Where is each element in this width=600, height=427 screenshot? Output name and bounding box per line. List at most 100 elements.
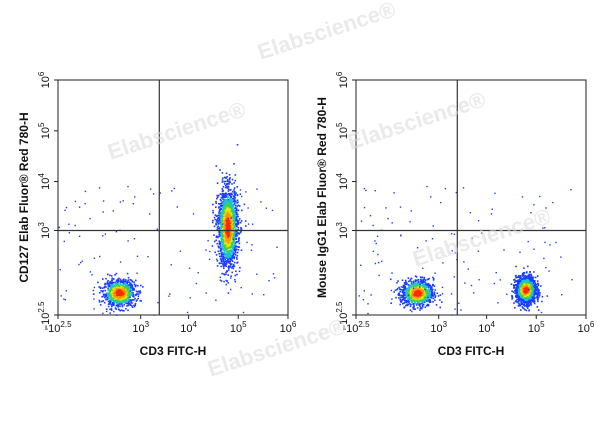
event-dot <box>433 285 436 287</box>
event-dot <box>233 195 235 197</box>
event-dot <box>227 201 230 204</box>
event-dot <box>220 260 223 262</box>
event-dot <box>228 232 230 234</box>
event-dot <box>230 275 232 277</box>
event-dot <box>219 216 222 219</box>
event-dot <box>233 256 235 259</box>
event-dot <box>419 300 422 303</box>
event-dot <box>400 301 403 303</box>
event-dot <box>217 236 220 238</box>
event-dot <box>129 291 131 293</box>
event-dot <box>215 236 218 238</box>
plot-frame <box>57 79 289 316</box>
event-dot <box>218 231 221 234</box>
event-dot <box>418 298 420 301</box>
event-dot <box>120 280 122 282</box>
event-dot <box>156 228 158 230</box>
event-dot <box>222 238 224 241</box>
event-dot <box>536 292 539 294</box>
event-dot <box>222 235 224 237</box>
event-dot <box>229 265 232 268</box>
event-dot <box>219 276 221 278</box>
event-dot <box>229 262 231 265</box>
event-dot <box>518 289 521 292</box>
event-dot <box>432 294 435 297</box>
event-dot <box>236 254 239 257</box>
event-dot <box>406 303 408 305</box>
event-dot <box>434 299 436 302</box>
event-dot <box>537 284 540 287</box>
event-dot <box>220 214 222 216</box>
event-dot <box>225 249 228 252</box>
event-dot <box>229 232 232 235</box>
event-dot <box>419 303 422 305</box>
event-dot <box>232 229 234 231</box>
event-dot <box>219 229 221 231</box>
event-dot <box>227 257 229 260</box>
event-dot <box>133 288 135 290</box>
event-dot <box>232 209 234 212</box>
event-dot <box>402 296 404 299</box>
event-dot <box>59 269 61 271</box>
event-dot <box>435 304 438 306</box>
event-dot <box>125 290 127 293</box>
event-dot <box>427 298 429 301</box>
event-dot <box>138 291 141 293</box>
event-dot <box>227 219 229 221</box>
event-dot <box>224 215 226 217</box>
event-dot <box>121 289 123 291</box>
event-dot <box>197 272 199 274</box>
event-dot <box>134 297 136 300</box>
event-dot <box>251 244 253 246</box>
event-dot <box>417 296 419 298</box>
event-dot <box>117 297 120 300</box>
x-axis-label: CD3 FITC-H <box>140 344 207 358</box>
event-dot <box>222 189 224 192</box>
event-dot <box>416 285 419 287</box>
event-dot <box>403 282 406 284</box>
event-dot <box>112 290 114 292</box>
event-dot <box>237 215 239 218</box>
event-dot <box>121 291 123 293</box>
event-dot <box>113 295 115 297</box>
event-dot <box>412 280 415 283</box>
event-dot <box>537 300 539 303</box>
event-dot <box>420 297 423 299</box>
event-dot <box>414 283 417 286</box>
event-dot <box>226 251 229 253</box>
event-dot <box>127 185 129 188</box>
event-dot <box>111 291 114 293</box>
event-dot <box>110 297 113 300</box>
event-dot <box>240 220 243 222</box>
event-dot <box>413 298 415 301</box>
event-dot <box>229 260 231 262</box>
event-dot <box>107 279 109 282</box>
event-dot <box>225 234 227 237</box>
event-dot <box>232 254 234 257</box>
event-dot <box>416 307 419 309</box>
event-dot <box>104 233 107 235</box>
event-dot <box>114 300 116 303</box>
event-dot <box>64 299 67 301</box>
event-dot <box>134 302 137 305</box>
event-dot <box>215 215 218 217</box>
event-dot <box>228 181 231 183</box>
event-dot <box>124 284 127 287</box>
event-dot <box>533 283 536 286</box>
event-dot <box>410 285 412 287</box>
event-dot <box>215 221 218 223</box>
event-dot <box>219 226 221 229</box>
event-dot <box>229 206 232 208</box>
event-dot <box>221 179 224 181</box>
event-dot <box>401 299 403 301</box>
event-dot <box>234 199 236 201</box>
event-dot <box>225 220 228 223</box>
event-dot <box>142 286 144 288</box>
event-dot <box>238 219 240 222</box>
event-dot <box>533 271 535 273</box>
event-dot <box>124 297 127 299</box>
event-dot <box>234 242 237 245</box>
event-dot <box>127 297 129 299</box>
event-dot <box>228 246 231 249</box>
event-dot <box>405 279 407 282</box>
